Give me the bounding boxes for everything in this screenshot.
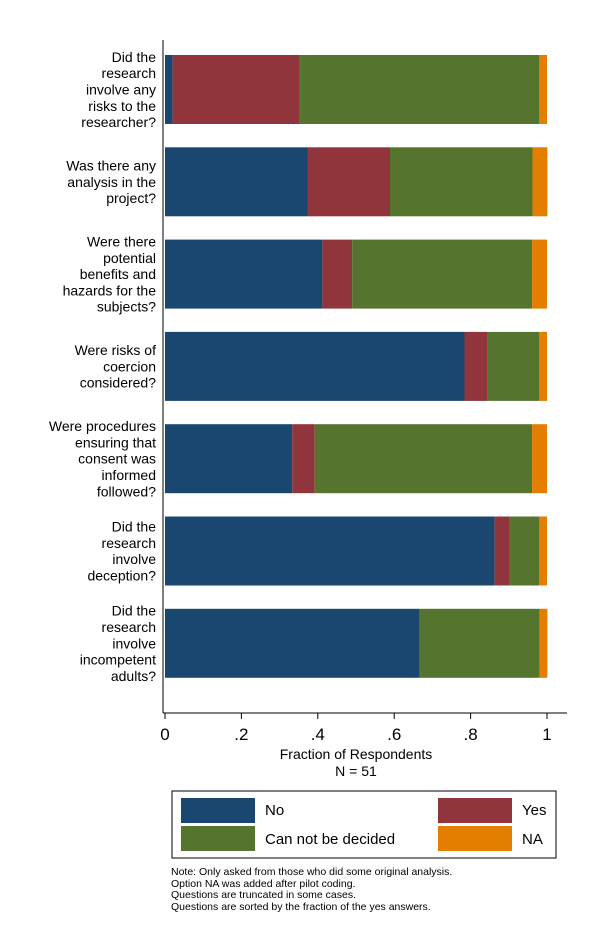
bar-segment-no [165, 424, 293, 494]
bar-segment-yes [322, 239, 353, 309]
legend-swatch [181, 798, 255, 823]
note-line: Note: Only asked from those who did some… [171, 866, 453, 878]
x-tick-label: 0 [160, 725, 169, 744]
bar-segment-can-not-be-decided [314, 424, 533, 494]
question-label: Was there any analysis in the project? [66, 158, 156, 207]
bar-segment-na [539, 608, 548, 678]
bar-segment-no [165, 608, 420, 678]
bar-segment-na [532, 239, 547, 309]
bar-segment-yes [292, 424, 315, 494]
bar-segment-na [539, 55, 547, 124]
bar-segment-yes [494, 516, 510, 586]
x-tick-label: .2 [234, 725, 248, 744]
legend-label: Can not be decided [265, 831, 395, 848]
x-tick-label: 1 [542, 725, 551, 744]
bar-segment-na [539, 331, 547, 401]
bar-segment-na [539, 516, 547, 586]
bar-segment-na [532, 147, 548, 217]
question-label: Were procedures ensuring that consent was i… [49, 418, 156, 499]
bar-segment-yes [307, 147, 390, 217]
x-axis: 0 .2 .4 .6 .8 1 [160, 40, 567, 744]
note-line: Questions are truncated in some cases. [171, 889, 357, 902]
question-labels: Did the research involve any risks to the re… [49, 49, 156, 684]
note-line: Questions are sorted by the fraction of … [171, 900, 431, 913]
x-axis-title: Fraction of Respondents [280, 746, 433, 762]
legend-swatch [438, 798, 512, 823]
question-label: Did the research involve deception? [87, 519, 156, 584]
x-tick-label: .4 [311, 725, 325, 744]
bar-segment-can-not-be-decided [352, 239, 533, 309]
bar-segment-can-not-be-decided [299, 55, 540, 124]
x-axis-subtitle: N = 51 [335, 763, 377, 779]
x-tick-label: .6 [387, 725, 401, 744]
question-label: Did the research involve any risks to the re… [81, 49, 156, 130]
legend: No Yes Can not be decided NA [171, 790, 557, 859]
bars-group [165, 55, 548, 678]
bar-segment-yes [464, 331, 488, 401]
legend-label: Yes [522, 802, 546, 819]
question-label: Were risks of coercion considered? [75, 342, 157, 391]
notes: Note: Only asked from those who did some… [171, 866, 453, 913]
bar-segment-no [165, 331, 465, 401]
bar-segment-yes [172, 55, 300, 124]
question-label: Did the research involve incompetent adults? [80, 603, 156, 684]
bar-segment-no [165, 147, 308, 217]
note-line: Option NA was added after pilot coding. [171, 877, 356, 890]
bar-segment-can-not-be-decided [419, 608, 540, 678]
bar-segment-can-not-be-decided [509, 516, 540, 586]
bar-segment-na [532, 424, 547, 494]
bar-segment-no [165, 239, 323, 309]
x-tick-label: .8 [464, 725, 478, 744]
legend-swatch [438, 826, 512, 851]
bar-segment-can-not-be-decided [487, 331, 540, 401]
bar-segment-no [165, 516, 495, 586]
question-label: Were there potential benefits and hazards f… [63, 234, 157, 315]
legend-label: NA [522, 831, 543, 848]
bar-segment-can-not-be-decided [389, 147, 533, 217]
legend-swatch [181, 826, 255, 851]
bar-segment-no [165, 55, 173, 124]
legend-label: No [265, 802, 284, 819]
